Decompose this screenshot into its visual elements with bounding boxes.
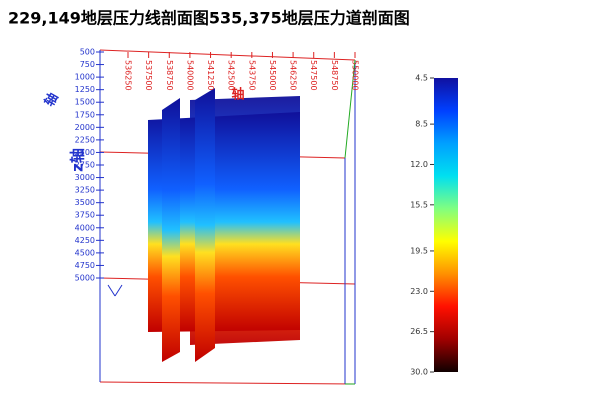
x-tick-label: 538750	[165, 60, 174, 91]
x-tick-label: 548750	[330, 60, 339, 91]
x-tick-label: 536250	[124, 60, 133, 91]
z-tick-label: 500	[80, 48, 95, 57]
z-tick-label: 4250	[75, 236, 95, 245]
z-tick-label: 2500	[75, 148, 95, 157]
z-tick-label: 1500	[75, 98, 95, 107]
colorbar-label: 15.5	[410, 200, 428, 209]
x-tick-label: 537500	[144, 60, 153, 91]
z-tick-label: 5000	[75, 274, 95, 283]
z-tick-label: 3500	[75, 198, 95, 207]
z-tick-label: 4500	[75, 248, 95, 257]
colorbar-label: 26.5	[410, 327, 428, 336]
z-tick-label: 2250	[75, 135, 95, 144]
chart-title: 229,149地层压力线剖面图535,375地层压力道剖面图	[8, 9, 410, 28]
z-tick-label: 1250	[75, 85, 95, 94]
colorbar-label: 23.0	[410, 287, 428, 296]
z-axis-label: z轴	[69, 148, 87, 172]
x-axis-label: 轴	[231, 87, 244, 103]
sections	[148, 88, 300, 362]
x-tick-label: 540000	[185, 60, 194, 91]
z-tick-label: 3000	[75, 173, 95, 182]
z-tick-label: 750	[80, 60, 95, 69]
colorbar-label: 4.5	[415, 74, 428, 83]
z-tick-label: 3250	[75, 186, 95, 195]
x-tick-label: 541250	[206, 60, 215, 91]
colorbar-label: 30.0	[410, 368, 428, 377]
z-tick-label: 3750	[75, 211, 95, 220]
x-tick-label: 547500	[309, 60, 318, 91]
z-tick-label: 2000	[75, 123, 95, 132]
z-tick-label: 4000	[75, 223, 95, 232]
z-tick-label: 4750	[75, 261, 95, 270]
y-axis-label: 轴	[41, 90, 61, 109]
x-tick-label: 543750	[247, 60, 256, 91]
z-tick-label: 2750	[75, 161, 95, 170]
colorbar-label: 12.0	[410, 160, 428, 169]
box	[99, 49, 356, 385]
x-tick-label: 545000	[268, 60, 277, 91]
x-tick-label: 546250	[289, 60, 298, 91]
z-tick-label: 1000	[75, 73, 95, 82]
colorbar-label: 8.5	[415, 120, 428, 129]
x-tick-label: 542500	[227, 60, 236, 91]
colorbar	[434, 78, 458, 372]
colorbar-label: 19.5	[410, 246, 428, 255]
x-tick-label: 550000	[351, 60, 360, 91]
z-tick-label: 1750	[75, 110, 95, 119]
